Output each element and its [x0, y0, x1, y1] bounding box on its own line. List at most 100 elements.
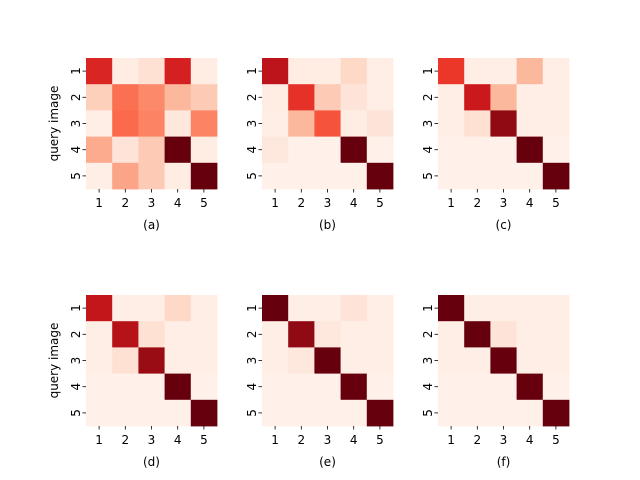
heatmap-cell	[164, 373, 192, 401]
heatmap-cell	[438, 110, 465, 137]
heatmap-cell	[190, 321, 218, 348]
heatmap-cell	[164, 110, 192, 137]
heatmap-cell	[516, 347, 544, 374]
heatmap-cell	[438, 58, 465, 85]
heatmap-cell	[340, 58, 368, 85]
heatmap-cell	[86, 162, 113, 190]
heatmap-cell	[164, 136, 192, 164]
heatmap-cell	[138, 321, 165, 348]
heatmap-cell	[366, 321, 394, 348]
y-tick-label: 5	[245, 409, 259, 417]
heatmap-cell	[366, 58, 394, 85]
heatmap-cell	[86, 347, 113, 374]
x-tick-label: 3	[324, 433, 332, 447]
y-tick-label: 2	[69, 330, 83, 338]
x-tick-label: 2	[297, 196, 305, 210]
heatmap-cell	[366, 84, 394, 111]
heatmap-cell	[542, 58, 570, 85]
heatmap-cell	[516, 58, 544, 85]
heatmap-cell	[262, 58, 289, 85]
x-tick-label: 4	[526, 196, 534, 210]
x-tick-label: 3	[148, 196, 156, 210]
y-tick-label: 1	[245, 304, 259, 312]
heatmap-cell	[112, 295, 139, 322]
subplot-label: (d)	[143, 455, 160, 469]
heatmap-cell	[516, 84, 544, 111]
heatmap-cell	[314, 84, 341, 111]
y-tick-label: 4	[69, 383, 83, 391]
heatmap-cell	[340, 84, 368, 111]
heatmap-cell	[138, 84, 165, 111]
x-tick-label: 2	[473, 196, 481, 210]
subplot-label: (a)	[143, 218, 160, 232]
y-tick-label: 2	[69, 93, 83, 101]
y-tick-label: 4	[245, 383, 259, 391]
y-tick-label: 4	[245, 146, 259, 154]
x-tick-label: 5	[376, 196, 384, 210]
heatmap-cell	[438, 84, 465, 111]
y-tick-label: 3	[245, 120, 259, 128]
heatmap-cell	[438, 136, 465, 164]
heatmap-cell	[314, 321, 341, 348]
heatmap-cell	[112, 162, 139, 190]
heatmap-cell	[288, 295, 315, 322]
heatmap-cell	[164, 399, 192, 427]
x-tick-label: 4	[174, 196, 182, 210]
heatmap-cell	[464, 347, 491, 374]
heatmap-cell	[190, 399, 218, 427]
y-tick-label: 5	[421, 409, 435, 417]
heatmap-cell	[86, 321, 113, 348]
heatmap-cell	[366, 347, 394, 374]
heatmap-cell	[112, 347, 139, 374]
heatmap-cell	[340, 347, 368, 374]
heatmap-cell	[190, 162, 218, 190]
heatmap-cell	[516, 110, 544, 137]
heatmap-cell	[138, 295, 165, 322]
heatmap-cell	[112, 136, 139, 164]
heatmap-cell	[490, 84, 517, 111]
heatmap-cell	[164, 295, 192, 322]
heatmap-cell	[190, 110, 218, 137]
heatmap-cell	[464, 373, 491, 401]
heatmap-cell	[340, 295, 368, 322]
y-tick-label: 2	[421, 330, 435, 338]
heatmap-cell	[190, 373, 218, 401]
x-tick-label: 1	[447, 196, 455, 210]
heatmap-panel-6: 1 2 3 4 5 1 2 3 4 5 (f)	[421, 295, 570, 469]
heatmap-cell	[438, 321, 465, 348]
heatmap-cell	[366, 399, 394, 427]
heatmap-cell	[288, 399, 315, 427]
y-tick-label: 1	[421, 67, 435, 75]
x-tick-label: 1	[271, 196, 279, 210]
heatmap-cell	[314, 295, 341, 322]
heatmap-cell	[340, 321, 368, 348]
y-tick-label: 5	[245, 172, 259, 180]
heatmap-cell	[438, 162, 465, 190]
x-tick-label: 5	[552, 433, 560, 447]
heatmap-cell	[464, 321, 491, 348]
heatmap-cell	[438, 399, 465, 427]
x-tick-label: 3	[500, 433, 508, 447]
heatmap-cell	[86, 399, 113, 427]
heatmap-panel-2: 1 2 3 4 5 1 2 3 4 5 (b)	[245, 58, 394, 232]
heatmap-cell	[314, 162, 341, 190]
y-tick-label: 4	[421, 383, 435, 391]
heatmap-cell	[86, 136, 113, 164]
heatmap-cell	[138, 347, 165, 374]
heatmap-cell	[366, 162, 394, 190]
heatmap-cell	[490, 373, 517, 401]
heatmap-cell	[112, 321, 139, 348]
heatmap-cell	[288, 110, 315, 137]
heatmap-cell	[490, 110, 517, 137]
x-tick-label: 5	[552, 196, 560, 210]
y-tick-label: 4	[421, 146, 435, 154]
y-axis-label: query image	[47, 323, 61, 399]
y-tick-label: 3	[69, 120, 83, 128]
heatmap-cell	[340, 373, 368, 401]
heatmap-cell	[138, 58, 165, 85]
heatmap-panel-3: 1 2 3 4 5 1 2 3 4 5 (c)	[421, 58, 570, 232]
heatmap-cell	[314, 58, 341, 85]
heatmap-cell	[112, 373, 139, 401]
heatmap-cell	[190, 295, 218, 322]
heatmap-cell	[262, 110, 289, 137]
